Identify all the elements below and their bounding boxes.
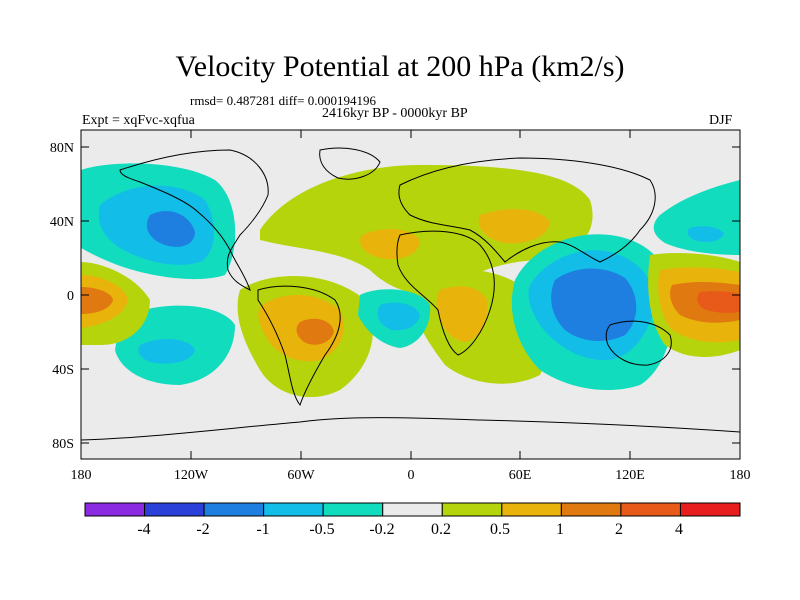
contour-af-pos-mid bbox=[436, 286, 488, 342]
experiment-label: Expt = xqFvc-xqfua bbox=[82, 113, 195, 128]
lat-label-eq: 0 bbox=[67, 289, 74, 304]
coast-africa bbox=[396, 230, 495, 356]
stats-label: rmsd= 0.487281 diff= 0.000194196 bbox=[190, 93, 376, 108]
contour-eur-pos-a bbox=[360, 228, 420, 260]
colorbar-label: 0.5 bbox=[490, 521, 510, 538]
contour-mc-neg-core bbox=[551, 268, 637, 342]
colorbar-label: -0.2 bbox=[369, 521, 394, 538]
colorbar-swatch bbox=[382, 502, 443, 517]
coast-australia bbox=[605, 320, 672, 366]
lat-label-80n: 80N bbox=[50, 141, 74, 156]
colorbar-swatch bbox=[501, 502, 562, 517]
coastlines bbox=[81, 147, 740, 441]
colorbar-swatch bbox=[84, 502, 146, 517]
contour-west-pos-core bbox=[81, 287, 113, 314]
coast-south-america bbox=[257, 285, 341, 407]
lon-label-120w: 120W bbox=[174, 468, 209, 483]
lon-label-60e: 60E bbox=[509, 468, 532, 483]
colorbar-swatch bbox=[620, 502, 681, 517]
coast-eurasia bbox=[398, 157, 656, 263]
period-label: 2416kyr BP - 0000kyr BP bbox=[322, 106, 468, 121]
colorbar-labels: -4 -2 -1 -0.5 -0.2 0.2 0.5 1 2 4 bbox=[137, 521, 683, 538]
lat-label-40s: 40S bbox=[52, 363, 74, 378]
colorbar-swatch bbox=[441, 502, 503, 517]
lon-label-0: 0 bbox=[408, 468, 415, 483]
colorbar-swatch bbox=[560, 502, 622, 517]
map-title: Velocity Potential at 200 hPa (km2/s) bbox=[175, 50, 625, 83]
contour-nep-neg-core bbox=[687, 226, 724, 242]
contour-na-neg-inner bbox=[146, 211, 195, 247]
season-label: DJF bbox=[709, 113, 733, 128]
contour-sa-pos-core bbox=[296, 318, 334, 345]
contour-sp-neg-core bbox=[138, 338, 195, 364]
colorbar-label: 4 bbox=[675, 521, 683, 538]
lon-labels: 180 120W 60W 0 60E 120E 180 bbox=[71, 468, 751, 483]
coast-north-america bbox=[119, 149, 269, 291]
coast-antarctica bbox=[81, 417, 740, 441]
lat-ticks bbox=[81, 146, 740, 444]
contour-eur-pos-b bbox=[478, 209, 550, 244]
contour-atl-eur-pos bbox=[260, 165, 593, 294]
colorbar-swatch bbox=[263, 502, 324, 517]
colorbar-swatch bbox=[679, 502, 741, 517]
lon-label-180w: 180 bbox=[71, 468, 92, 483]
lat-label-40n: 40N bbox=[50, 215, 74, 230]
colorbar-swatch bbox=[322, 502, 384, 517]
lon-ticks bbox=[80, 130, 741, 459]
lat-labels: 80N 40N 0 40S 80S bbox=[50, 141, 74, 452]
lat-label-80s: 80S bbox=[52, 437, 74, 452]
lon-label-60w: 60W bbox=[287, 468, 315, 483]
contour-fields bbox=[81, 130, 740, 459]
contour-atl-neg-core bbox=[377, 302, 420, 331]
colorbar-label: -2 bbox=[196, 521, 209, 538]
contour-ep-pos-inner bbox=[697, 291, 740, 313]
colorbar-swatch bbox=[203, 502, 265, 517]
colorbar-swatch bbox=[144, 502, 205, 517]
colorbar-label: -1 bbox=[256, 521, 269, 538]
colorbar bbox=[84, 502, 741, 517]
lon-label-180e: 180 bbox=[730, 468, 751, 483]
colorbar-label: 0.2 bbox=[431, 521, 451, 538]
colorbar-label: -0.5 bbox=[309, 521, 334, 538]
lon-label-120e: 120E bbox=[615, 468, 645, 483]
colorbar-label: 1 bbox=[556, 521, 564, 538]
colorbar-label: 2 bbox=[615, 521, 623, 538]
colorbar-label: -4 bbox=[137, 521, 150, 538]
coast-greenland bbox=[319, 147, 381, 180]
